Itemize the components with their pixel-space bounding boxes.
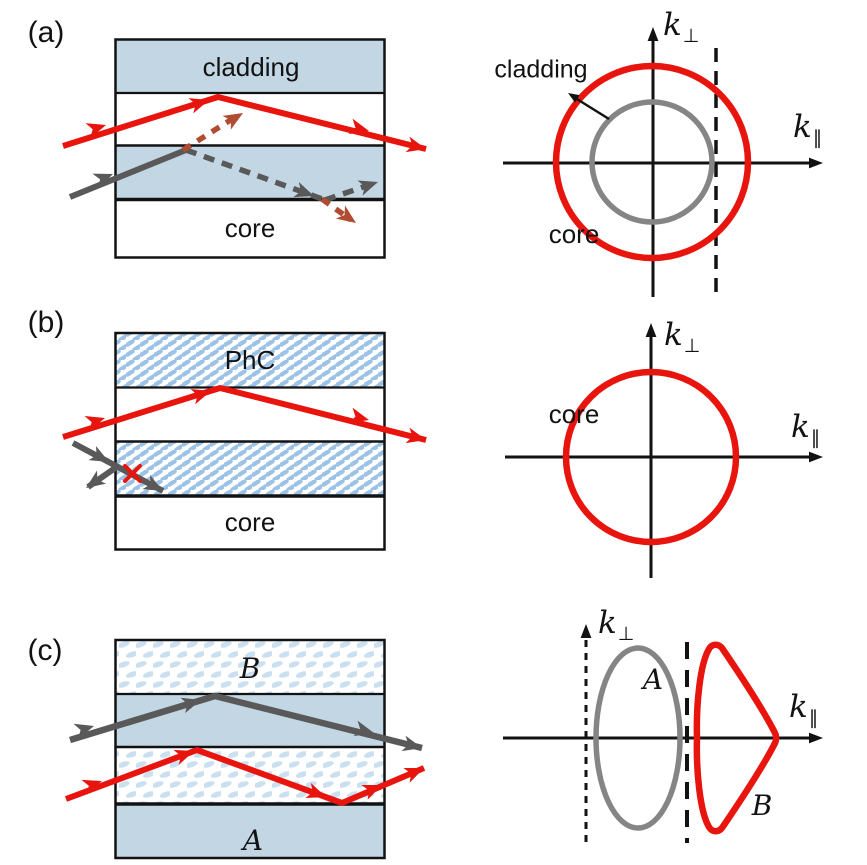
panel-a-core-label: core xyxy=(224,213,276,243)
guided-ray-red-c xyxy=(64,743,428,806)
perp-subscript: ⊥ xyxy=(617,623,635,645)
leaky-ray-up-a xyxy=(181,106,248,153)
parallel-subscript: ∥ xyxy=(810,427,821,449)
blocked-ray-gray-b xyxy=(71,440,167,499)
kperp-axis-label-c: k⊥ xyxy=(598,605,635,645)
panel-b-rays xyxy=(62,383,428,499)
kspace-b-core-circle xyxy=(562,368,740,546)
kspace-a-cladding-circle xyxy=(589,99,715,225)
kspace-c-contour-A xyxy=(593,645,683,831)
cladding-pointer-arrow xyxy=(565,89,610,121)
guided-ray-red-a xyxy=(62,92,428,157)
kspace-c xyxy=(503,624,823,843)
kspace-a-core-circle xyxy=(552,62,752,262)
kspace-a xyxy=(503,27,823,297)
kpar-axis-label-a: k∥ xyxy=(793,109,823,149)
panel-b-phc-label: PhC xyxy=(224,345,276,375)
perp-subscript: ⊥ xyxy=(682,25,700,47)
panel-a-tag: (a) xyxy=(27,16,65,49)
panel-b-core-label: core xyxy=(224,507,276,537)
parallel-subscript: ∥ xyxy=(808,707,819,729)
panel-b-tag: (b) xyxy=(27,306,65,339)
kpar-axis-label-c: k∥ xyxy=(789,689,819,729)
kperp-axis-label-a: k⊥ xyxy=(663,7,700,47)
panel-c-layer-b-label: B xyxy=(239,652,261,685)
kspace-c-contour-b-label: B xyxy=(751,789,773,822)
panel-c-layer-a-label: A xyxy=(242,824,264,857)
kspace-a-core-label: core xyxy=(548,219,600,249)
panel-b-waveguide xyxy=(114,331,386,551)
parallel-subscript: ∥ xyxy=(812,127,823,149)
guided-ray-gray-c xyxy=(69,692,424,756)
kpar-axis-label-b: k∥ xyxy=(791,409,821,449)
panel-a-cladding-label: cladding xyxy=(202,52,300,82)
kspace-b xyxy=(505,323,823,578)
kspace-a-cladding-label: cladding xyxy=(494,55,588,84)
blocked-cross-icon xyxy=(123,464,142,483)
guided-ray-gray-a xyxy=(68,147,381,204)
panel-c-tag: (c) xyxy=(27,634,63,667)
panel-c-rays xyxy=(64,692,428,806)
kspace-c-contour-a-label: A xyxy=(642,663,664,696)
kspace-c-contour-B xyxy=(693,641,780,835)
guided-ray-red-b xyxy=(62,383,428,448)
kspace-b-core-label: core xyxy=(548,399,600,429)
kspace-c-axes xyxy=(503,624,823,842)
kperp-axis-label-b: k⊥ xyxy=(664,317,701,357)
panel-a-rays xyxy=(62,92,428,230)
leaky-ray-down-a xyxy=(320,196,361,230)
perp-subscript: ⊥ xyxy=(683,335,701,357)
